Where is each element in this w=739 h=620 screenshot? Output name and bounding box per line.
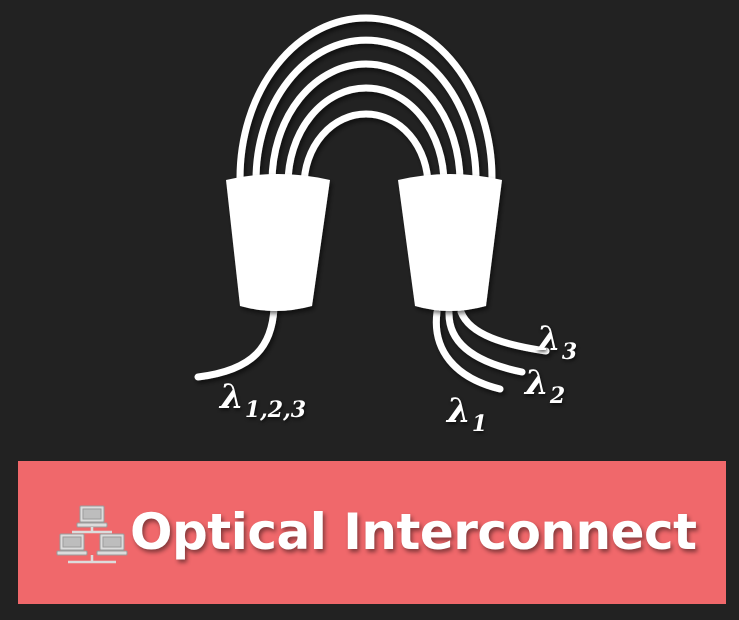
wavelength-label-2: λ2 xyxy=(525,363,566,409)
banner-title: Optical Interconnect xyxy=(130,503,697,561)
fiber-arcs xyxy=(236,14,496,190)
optical-demux-diagram xyxy=(194,14,550,393)
fiber-arc-4 xyxy=(284,84,448,188)
wavelength-label-combined: λ1,2,3 xyxy=(220,377,307,423)
fiber-arc-2 xyxy=(252,36,480,184)
left-coupler xyxy=(226,174,330,311)
wavelength-label-3: λ3 xyxy=(537,319,578,365)
fiber-arc-5 xyxy=(300,110,432,190)
output-fiber-1 xyxy=(432,308,504,393)
fiber-arc-3 xyxy=(268,60,464,186)
input-fiber xyxy=(194,304,278,381)
network-computers-icon xyxy=(56,505,128,564)
output-fiber-2 xyxy=(445,308,526,376)
title-banner: Optical Interconnect xyxy=(18,461,726,604)
wavelength-label-1: λ1 xyxy=(447,391,488,437)
right-coupler xyxy=(398,174,502,311)
fiber-arc-1 xyxy=(236,14,496,182)
output-fiber-3 xyxy=(457,308,550,355)
